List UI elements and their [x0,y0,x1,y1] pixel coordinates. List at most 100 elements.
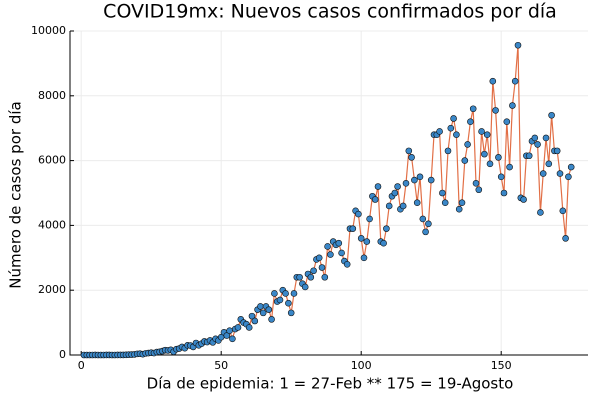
data-point [310,267,317,275]
data-point [559,207,567,215]
data-point [234,324,242,331]
data-point [486,160,494,168]
data-point [455,205,463,213]
data-point [315,254,323,262]
x-tick-label: 50 [214,359,228,372]
data-point [327,251,334,258]
data-point [422,228,429,236]
data-point [301,283,309,291]
data-point [464,141,471,148]
x-axis-label: Día de epidemia: 1 = 27-Feb ** 175 = 19-… [147,375,514,393]
data-point [349,225,357,232]
data-point [223,332,231,339]
axes [69,31,588,356]
data-point [427,176,435,184]
data-point [511,77,519,85]
data-point [287,309,295,317]
data-point [355,210,362,218]
data-point [335,239,343,247]
data-point [531,134,539,142]
y-tick-label: 8000 [38,89,66,102]
data-point [562,235,569,242]
data-point [439,189,446,197]
data-point [402,179,410,187]
data-point [545,160,553,168]
y-tick-label: 6000 [38,154,66,167]
data-point [495,154,502,161]
data-point [447,124,455,132]
data-point [537,209,544,216]
data-point [324,243,331,250]
data-point [380,239,387,247]
data-point [453,131,460,138]
data-point [478,128,485,135]
data-point [394,183,401,190]
data-point [416,173,424,181]
data-point [296,273,303,281]
data-point [408,154,415,161]
data-point [548,111,555,119]
data-point [542,134,550,142]
y-tick-label: 2000 [38,283,66,296]
data-point [483,131,491,138]
data-point [307,273,315,281]
data-point [413,199,421,207]
data-point [318,264,326,271]
data-point [411,176,418,184]
x-tick-label: 100 [351,359,372,372]
data-point [553,147,561,155]
data-point [257,303,264,310]
data-point [276,296,284,304]
data-point [534,141,541,148]
data-point [259,309,267,317]
data-point [567,163,575,171]
data-point [391,189,399,197]
data-point [497,173,505,181]
x-tick-label: 150 [491,359,512,372]
data-point [450,115,457,122]
data-point [229,335,236,343]
data-point [290,290,298,297]
data-point [321,273,329,281]
data-point [245,324,253,331]
data-point [514,41,522,49]
data-point [419,215,427,223]
data-point [285,299,292,307]
data-point [371,196,379,203]
data-point [506,163,513,171]
data-point [226,327,233,335]
data-point [399,202,407,210]
chart-title: COVID19mx: Nuevos casos confirmados por … [103,1,557,23]
data-point [472,179,480,187]
data-point [469,105,477,113]
data-point [481,150,488,158]
data-point [383,225,390,232]
data-point [444,147,452,155]
data-point [343,260,351,268]
data-line [84,45,572,356]
data-point [467,118,474,126]
data-point [265,306,273,313]
data-point [458,199,466,207]
data-point [500,189,508,197]
data-point [441,199,449,207]
data-point [475,186,483,194]
data-point [357,235,365,242]
data-point [425,220,432,228]
data-point [503,118,511,126]
data-point [338,249,345,257]
data-point [366,215,373,223]
data-point [520,196,527,203]
data-point [489,77,497,85]
data-point [271,290,278,297]
data-point [405,147,413,155]
x-tick-label: 0 [78,359,85,372]
data-point [248,312,256,320]
y-tick-label: 10000 [31,24,66,37]
data-point [492,107,499,114]
data-point [268,316,275,323]
data-point [363,238,371,245]
data-point [251,317,259,325]
data-point [509,102,516,109]
